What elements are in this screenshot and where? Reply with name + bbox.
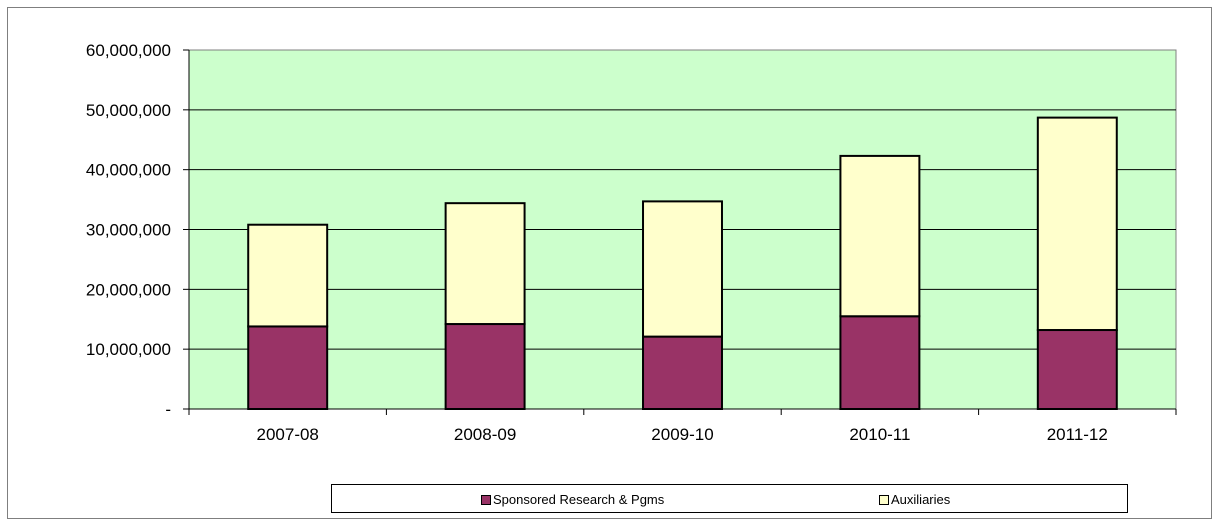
x-tick-label: 2010-11 [849, 425, 910, 444]
y-tick-label: 40,000,000 [86, 161, 171, 180]
y-tick-label: 50,000,000 [86, 101, 171, 120]
bar-auxiliaries-2008-09 [444, 202, 526, 326]
bar-auxiliaries-2007-08 [247, 223, 329, 328]
legend-label-auxiliaries: Auxiliaries [891, 492, 951, 507]
bar-sponsored-2009-10 [642, 335, 723, 410]
y-tick-label: 20,000,000 [86, 280, 171, 299]
legend-swatch-auxiliaries [879, 494, 889, 505]
y-tick-label: 10,000,000 [86, 340, 171, 359]
bar-sponsored-2008-09 [444, 323, 526, 410]
bar-sponsored-2007-08 [247, 325, 329, 410]
x-tick-label: 2007-08 [257, 425, 319, 444]
y-tick-label: - [165, 400, 171, 419]
bar-auxiliaries-2010-11 [839, 154, 921, 318]
x-tick-label: 2009-10 [651, 425, 713, 444]
legend-swatch-sponsored [481, 494, 491, 505]
bar-auxiliaries-2009-10 [642, 200, 723, 338]
x-tick-label: 2008-09 [454, 425, 516, 444]
legend-label-sponsored: Sponsored Research & Pgms [493, 492, 665, 507]
legend: Sponsored Research & Pgms Auxiliaries [331, 484, 1128, 513]
legend-item-sponsored: Sponsored Research & Pgms [481, 492, 664, 507]
y-tick-label: 30,000,000 [86, 221, 171, 240]
bar-auxiliaries-2011-12 [1036, 116, 1118, 332]
y-tick-label: 60,000,000 [86, 41, 171, 60]
legend-item-auxiliaries: Auxiliaries [879, 492, 950, 507]
bar-sponsored-2011-12 [1036, 329, 1118, 410]
bar-sponsored-2010-11 [839, 315, 921, 410]
x-tick-label: 2011-12 [1047, 425, 1108, 444]
